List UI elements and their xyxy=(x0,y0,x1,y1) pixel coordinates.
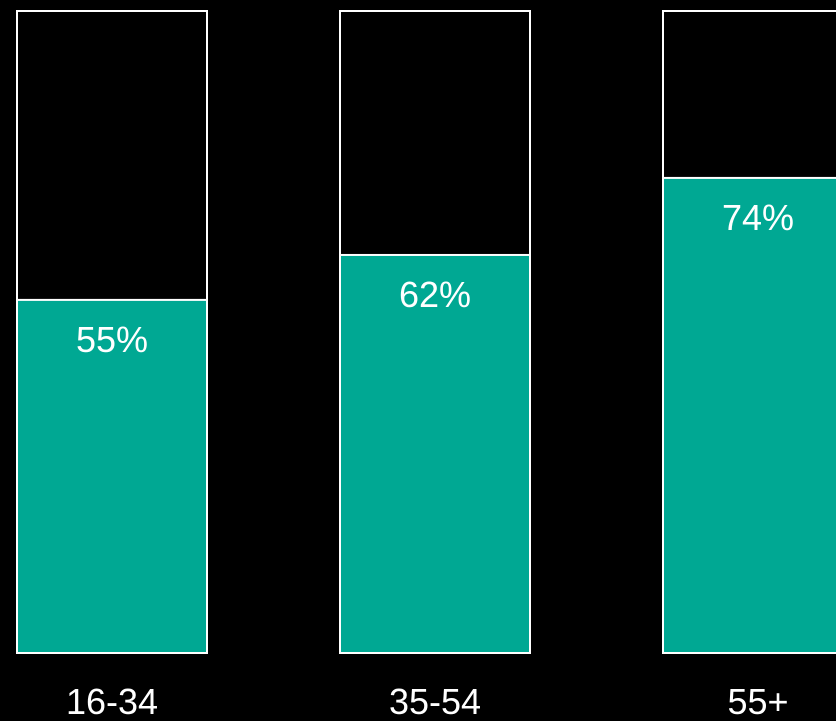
category-label-55+: 55+ xyxy=(727,681,788,721)
bar-35-54 xyxy=(339,253,531,655)
bar-16-34 xyxy=(16,298,208,654)
bar-55+ xyxy=(662,176,836,654)
category-label-16-34: 16-34 xyxy=(66,681,158,721)
data-label-16-34: 55% xyxy=(76,319,148,360)
data-label-35-54: 62% xyxy=(399,274,471,315)
data-label-55+: 74% xyxy=(722,197,794,238)
category-label-35-54: 35-54 xyxy=(389,681,481,721)
